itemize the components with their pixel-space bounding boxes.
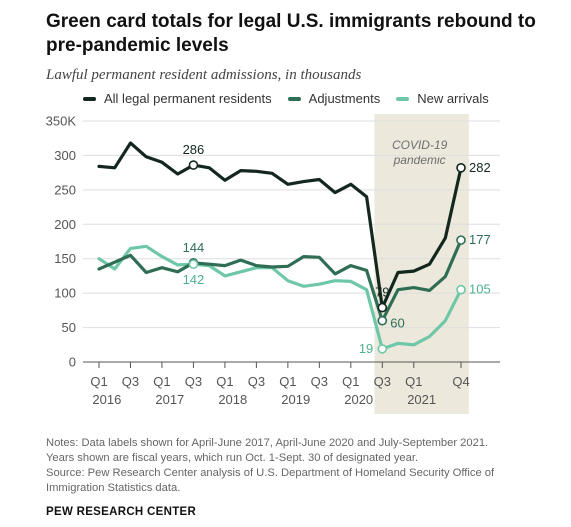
x-year-label: 2021 — [407, 392, 436, 407]
chart-subtitle: Lawful permanent resident admissions, in… — [46, 67, 362, 83]
data-label-adjustments: 177 — [469, 232, 491, 247]
x-year-label: 2017 — [155, 392, 184, 407]
y-tick-label: 250 — [54, 182, 76, 197]
data-point-marker-new-arrivals — [377, 344, 388, 354]
legend-swatch-all — [83, 96, 96, 101]
data-point-marker-all-legal-permanent-residents — [377, 302, 388, 313]
x-tick-label: Q3 — [185, 374, 202, 389]
x-tick-label: Q1 — [279, 374, 296, 389]
x-year-label: 2019 — [281, 392, 310, 407]
x-tick-label: Q1 — [216, 374, 233, 389]
data-label-new-arrivals: 142 — [183, 272, 205, 287]
x-tick-label: Q4 — [452, 374, 469, 389]
legend-swatch-new-arrivals — [396, 96, 410, 101]
x-year-label: 2016 — [92, 392, 121, 407]
chart-title: Green card totals for legal U.S. immigra… — [46, 11, 536, 56]
y-tick-label: 200 — [54, 217, 76, 232]
pandemic-label-line-2: pandemic — [393, 153, 446, 167]
notes-line-1: Notes: Data labels shown for April-June … — [46, 437, 489, 449]
y-tick-label: 0 — [69, 355, 76, 370]
data-point-marker-adjustments — [456, 235, 466, 245]
x-tick-label: Q1 — [342, 374, 359, 389]
x-tick-label: Q1 — [405, 374, 422, 389]
legend-label-adjustments: Adjustments — [308, 91, 381, 106]
data-label-adjustments: 60 — [390, 316, 404, 331]
x-tick-label: Q3 — [311, 374, 328, 389]
data-label-all-legal-permanent-residents: 79 — [375, 285, 389, 300]
pandemic-label-line-1: COVID-19 — [392, 138, 448, 152]
data-point-marker-new-arrivals — [188, 259, 199, 270]
pandemic-shaded-region — [374, 114, 469, 414]
x-tick-label: Q3 — [374, 374, 391, 389]
legend-item-all: All legal permanent residents — [83, 91, 272, 106]
x-year-label: 2020 — [344, 392, 373, 407]
legend-label-all: All legal permanent residents — [104, 91, 272, 106]
notes-line-3: Source: Pew Research Center analysis of … — [46, 467, 495, 479]
data-point-marker-all-legal-permanent-residents — [188, 160, 199, 170]
series-line-adjustments — [97, 238, 463, 323]
data-label-adjustments: 144 — [183, 240, 205, 255]
legend-label-new-arrivals: New arrivals — [417, 91, 489, 106]
data-label-new-arrivals: 19 — [359, 341, 373, 356]
y-tick-label: 300 — [54, 148, 76, 163]
series-line-all-legal-permanent-residents — [97, 141, 463, 310]
legend-swatch-adjustments — [287, 96, 301, 101]
data-label-all-legal-permanent-residents: 286 — [183, 142, 205, 157]
x-tick-label: Q1 — [90, 374, 107, 389]
legend-item-new-arrivals: New arrivals — [396, 91, 489, 106]
y-tick-label: 350K — [46, 114, 77, 129]
y-tick-label: 50 — [62, 320, 76, 335]
notes-line-4: Immigration Statistics data. — [46, 482, 181, 494]
y-tick-label: 100 — [54, 286, 76, 301]
data-point-marker-new-arrivals — [456, 284, 466, 295]
x-tick-label: Q3 — [248, 374, 265, 389]
x-tick-label: Q3 — [122, 374, 139, 389]
source-organization: PEW RESEARCH CENTER — [46, 506, 197, 518]
chart-notes: Notes: Data labels shown for April-June … — [46, 436, 551, 496]
x-tick-label: Q1 — [153, 374, 170, 389]
data-label-all-legal-permanent-residents: 282 — [469, 160, 491, 175]
legend-item-adjustments: Adjustments — [287, 91, 381, 106]
notes-line-2: Years shown are fiscal years, which run … — [46, 452, 419, 464]
data-point-marker-adjustments — [377, 315, 388, 326]
y-tick-label: 150 — [54, 251, 76, 266]
data-label-new-arrivals: 105 — [469, 282, 491, 297]
legend: All legal permanent residents Adjustment… — [83, 91, 505, 106]
x-year-label: 2018 — [218, 392, 247, 407]
series-line-new-arrivals — [97, 244, 463, 351]
data-point-marker-all-legal-permanent-residents — [456, 163, 466, 173]
